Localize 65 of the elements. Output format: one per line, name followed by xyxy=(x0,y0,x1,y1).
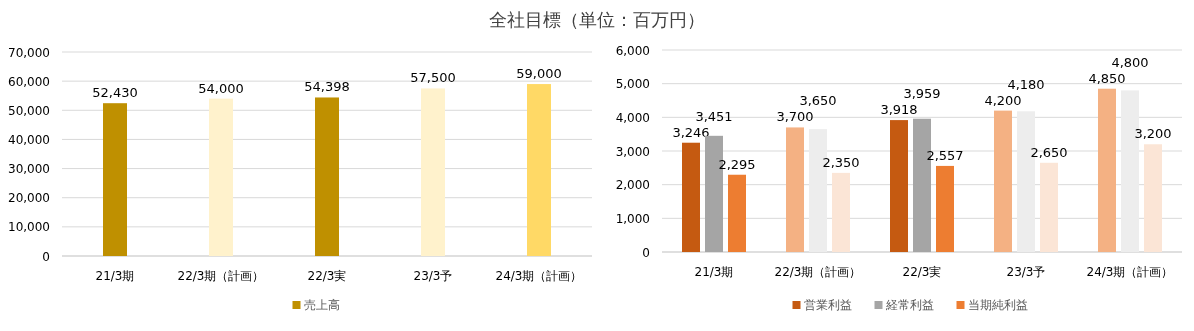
data-label: 3,918 xyxy=(880,102,918,118)
x-tick-label: 21/3期 xyxy=(694,265,734,279)
data-label: 54,398 xyxy=(304,79,350,95)
y-tick-label: 6,000 xyxy=(615,43,650,58)
data-label: 3,650 xyxy=(799,93,837,109)
bar xyxy=(994,110,1012,252)
bar xyxy=(421,88,445,256)
legend-label: 売上高 xyxy=(303,298,340,312)
x-tick-label: 24/3期（計画） xyxy=(1086,265,1174,279)
legend-label: 営業利益 xyxy=(803,298,852,312)
y-tick-label: 70,000 xyxy=(8,45,50,60)
data-label: 3,451 xyxy=(695,108,733,124)
x-tick-label: 21/3期 xyxy=(95,269,135,283)
y-tick-label: 20,000 xyxy=(8,191,50,206)
x-tick-label: 24/3期（計画） xyxy=(495,269,583,283)
y-tick-label: 0 xyxy=(642,245,650,260)
x-tick-label: 22/3期（計画） xyxy=(177,269,265,283)
bar xyxy=(1040,162,1058,252)
data-label: 4,180 xyxy=(1007,76,1045,92)
chart-title: 全社目標（単位：百万円） xyxy=(489,9,705,30)
y-tick-label: 1,000 xyxy=(615,211,650,226)
y-tick-label: 40,000 xyxy=(8,132,50,147)
y-tick-label: 50,000 xyxy=(8,103,50,118)
data-label: 54,000 xyxy=(198,80,244,96)
bar xyxy=(890,120,908,252)
data-label: 52,430 xyxy=(92,85,138,101)
bar xyxy=(728,174,746,252)
data-label: 2,295 xyxy=(718,156,756,172)
y-tick-label: 4,000 xyxy=(615,110,650,125)
bar xyxy=(209,98,233,256)
data-label: 3,959 xyxy=(903,86,941,102)
bar xyxy=(832,172,850,252)
data-label: 3,200 xyxy=(1134,126,1172,142)
x-tick-label: 22/3実 xyxy=(307,269,347,283)
data-label: 57,500 xyxy=(410,70,456,86)
bar xyxy=(1144,144,1162,252)
data-label: 59,000 xyxy=(516,66,562,82)
bar xyxy=(527,84,551,256)
y-tick-label: 3,000 xyxy=(615,144,650,159)
data-label: 3,700 xyxy=(776,109,814,125)
y-tick-label: 2,000 xyxy=(615,178,650,193)
x-tick-label: 23/3予 xyxy=(1006,265,1046,279)
y-tick-label: 30,000 xyxy=(8,162,50,177)
x-tick-label: 23/3予 xyxy=(413,269,453,283)
y-tick-label: 0 xyxy=(42,249,50,264)
bar xyxy=(786,127,804,252)
y-tick-label: 5,000 xyxy=(615,77,650,92)
legend-label: 当期純利益 xyxy=(967,298,1028,312)
bar xyxy=(1098,88,1116,252)
bar xyxy=(682,142,700,252)
bar xyxy=(936,165,954,252)
data-label: 2,350 xyxy=(822,154,860,170)
data-label: 2,557 xyxy=(926,147,964,163)
x-tick-label: 22/3実 xyxy=(902,265,942,279)
y-tick-label: 60,000 xyxy=(8,74,50,89)
legend-label: 経常利益 xyxy=(884,298,934,312)
data-label: 2,650 xyxy=(1030,144,1068,160)
y-tick-label: 10,000 xyxy=(8,220,50,235)
data-label: 4,850 xyxy=(1088,70,1126,86)
bar xyxy=(103,103,127,256)
data-label: 3,246 xyxy=(672,124,710,140)
data-label: 4,800 xyxy=(1111,54,1149,70)
data-label: 4,200 xyxy=(984,92,1022,108)
x-tick-label: 22/3期（計画） xyxy=(774,265,862,279)
bar xyxy=(315,97,339,256)
